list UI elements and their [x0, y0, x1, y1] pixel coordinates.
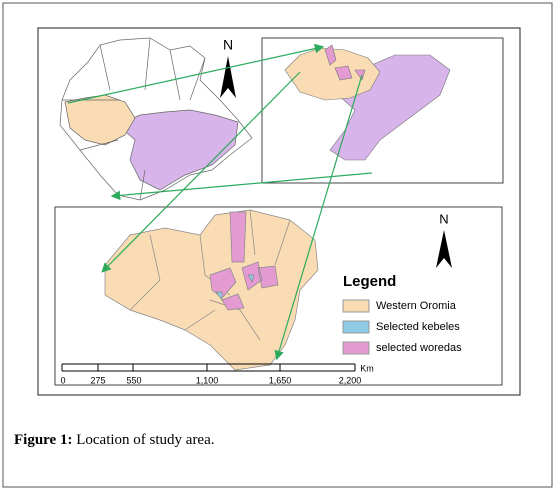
- legend-swatch: [342, 320, 370, 334]
- ethiopia-map: [59, 37, 253, 201]
- legend-swatch: [342, 299, 370, 313]
- caption-label: Figure 1:: [14, 432, 72, 448]
- north-arrow: N: [220, 37, 236, 98]
- north-label: N: [439, 211, 448, 226]
- scale-bar: [61, 363, 356, 372]
- scale-labels: 0 275 550 1,100 1,650 2,200 Km: [60, 363, 373, 385]
- scale-label: 275: [90, 375, 105, 385]
- legend-swatch: [342, 341, 370, 355]
- north-label: N: [223, 37, 233, 53]
- caption: Figure 1: Location of study area.: [14, 432, 215, 448]
- legend-label: Western Oromia: [376, 300, 457, 312]
- scale-label: 1,100: [196, 375, 219, 385]
- connector-arrows: [67, 43, 373, 361]
- north-arrow-main: N: [436, 211, 452, 268]
- scale-unit: Km: [360, 363, 374, 373]
- legend-title: Legend: [343, 273, 396, 290]
- western-oromia: [104, 209, 319, 371]
- scale-label: 0: [60, 375, 65, 385]
- legend-label: selected woredas: [376, 342, 462, 354]
- scale-label: 2,200: [339, 375, 362, 385]
- scale-label: 1,650: [269, 375, 292, 385]
- legend-label: Selected kebeles: [376, 321, 460, 333]
- scale-label: 550: [126, 375, 141, 385]
- caption-text: Location of study area.: [76, 432, 214, 448]
- legend: Legend Western Oromia Selected kebeles s…: [342, 273, 462, 355]
